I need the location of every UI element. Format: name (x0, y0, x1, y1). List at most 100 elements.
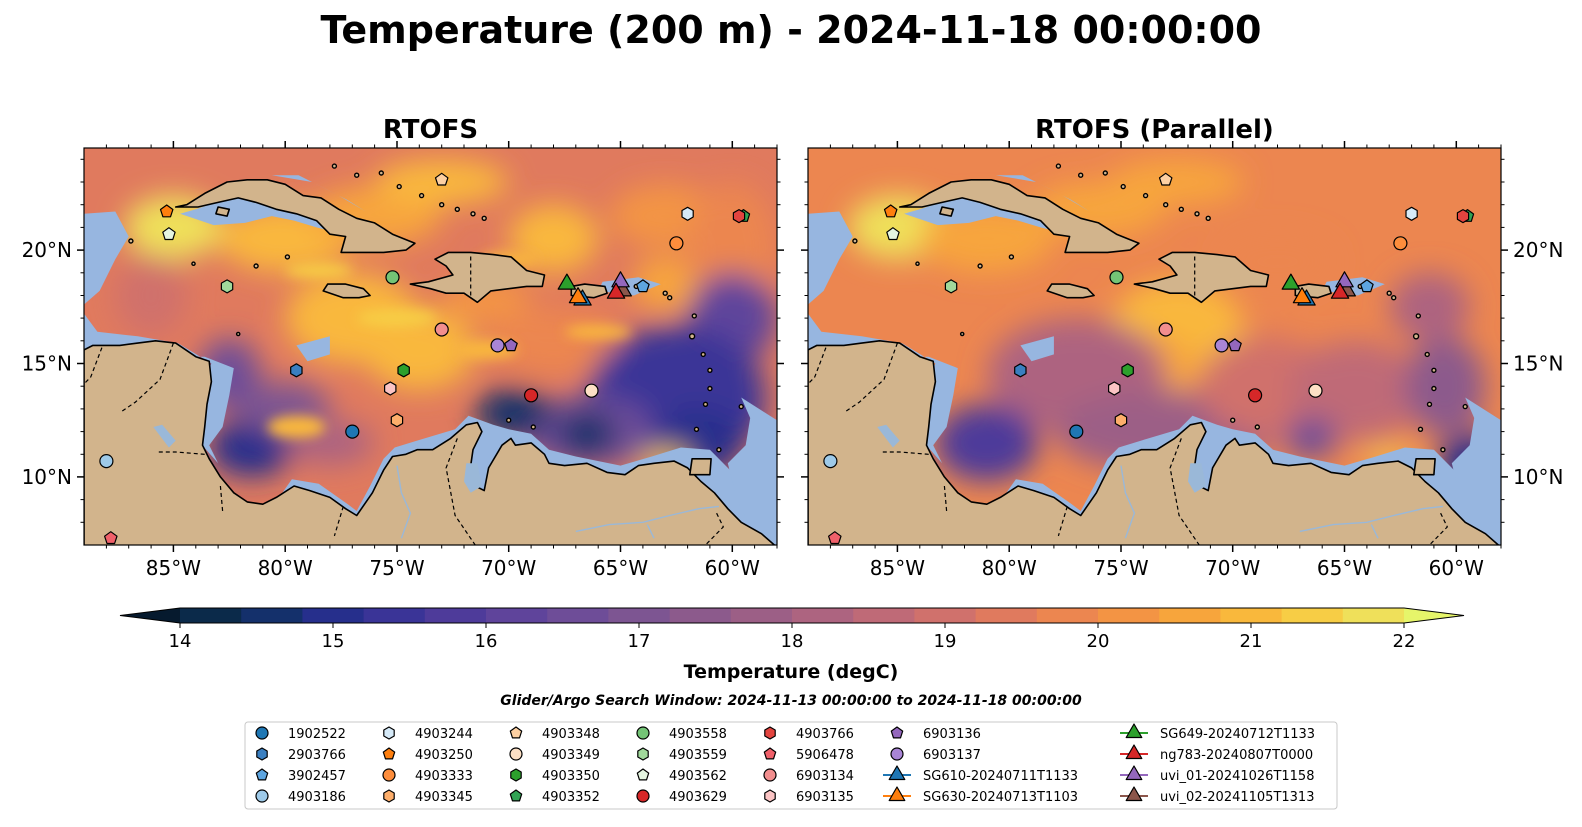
colorbar-tick-label: 21 (1240, 631, 1263, 652)
lon-tick-label: 60°W (1429, 556, 1484, 580)
shallow-shelf (1020, 336, 1054, 362)
legend-marker (510, 768, 522, 782)
small-island (481, 215, 487, 222)
legend-marker (255, 726, 269, 740)
argo-float-marker (732, 209, 746, 224)
legend-item: 4903250 (382, 747, 473, 763)
lake-maracaibo (464, 463, 482, 493)
small-island (1194, 211, 1200, 217)
small-island (716, 447, 722, 453)
small-island (128, 238, 134, 244)
legend-label: SG610-20240711T1133 (923, 769, 1078, 784)
temperature-contour (1109, 159, 1244, 205)
eddy-swirl (564, 325, 632, 339)
colorbar-label: Temperature (degC) (684, 661, 899, 683)
map-panel-rtofs: RTOFS 85°W 80°W 75°W 70°W 65°W 60°W 20°N 15°N 10… (22, 115, 784, 580)
landmass (409, 251, 546, 304)
legend-item: SG630-20240713T1103 (883, 786, 1078, 805)
legend-label: 6903137 (923, 748, 981, 763)
small-island (852, 238, 858, 244)
legend-marker (1125, 744, 1143, 760)
temperature-contour (1389, 272, 1470, 341)
temperature-contour (486, 306, 621, 375)
small-island (191, 261, 196, 267)
map-frame (807, 147, 1502, 546)
legend-item: 5906478 (763, 747, 854, 763)
legend-label: SG649-20240712T1133 (1160, 727, 1315, 742)
small-island (707, 367, 713, 373)
colorbar-tick-label: 19 (934, 631, 957, 652)
legend-label: 4903352 (542, 790, 600, 805)
legend-item: 6903136 (890, 726, 981, 742)
legend-item: 4903562 (636, 768, 727, 784)
legend-marker (763, 768, 777, 782)
river (1370, 524, 1379, 539)
small-island (253, 263, 259, 269)
river (1299, 505, 1443, 533)
small-island (454, 206, 460, 213)
landmass (215, 206, 231, 217)
colorbar-segment (792, 608, 854, 623)
legend-box (244, 721, 1338, 810)
landmass (84, 340, 776, 545)
legend-marker (888, 786, 906, 802)
small-island (1254, 424, 1261, 430)
legend-item: 4903186 (255, 789, 346, 805)
small-island (700, 351, 706, 358)
lon-tick-label: 60°W (705, 556, 760, 580)
legend-label: 4903558 (669, 727, 727, 742)
small-island (688, 333, 696, 340)
argo-float-marker (523, 388, 539, 403)
legend-label: 4903250 (415, 748, 473, 763)
country-border (1429, 512, 1449, 545)
colorbar-tick-label: 22 (1393, 631, 1416, 652)
small-island (1417, 426, 1424, 432)
small-island (1386, 290, 1392, 296)
legend-item: 6903137 (890, 747, 981, 763)
small-island (693, 426, 700, 432)
small-island (331, 163, 338, 169)
argo-float-marker (681, 206, 694, 221)
colorbar-tick-label: 18 (781, 631, 804, 652)
argo-float-marker (504, 338, 518, 352)
legend-label: uvi_01-20241026T1158 (1160, 769, 1314, 784)
legend-marker (636, 768, 650, 781)
lon-tick-label: 80°W (982, 556, 1037, 580)
argo-float-marker (290, 363, 303, 378)
legend-marker (383, 789, 395, 803)
argo-float-marker (584, 383, 599, 398)
small-island (470, 211, 476, 217)
legend-item: 4903333 (382, 768, 473, 784)
temperature-contour (1284, 418, 1338, 459)
small-island (235, 331, 241, 337)
glider-marker (557, 273, 577, 290)
argo-float-marker (1158, 322, 1173, 337)
legend-label: uvi_02-20241105T1313 (1160, 790, 1314, 805)
small-island (915, 261, 920, 267)
shallow-shelf (727, 397, 777, 545)
legend-marker (509, 726, 523, 739)
legend-label: 6903135 (796, 790, 854, 805)
argo-float-marker (1108, 381, 1121, 396)
landmass (1133, 251, 1270, 304)
landmass (939, 206, 955, 217)
colorbar-tick-label: 20 (1087, 631, 1110, 652)
colorbar-segment (424, 608, 487, 623)
observation-markers (823, 172, 1475, 545)
landmass (689, 458, 712, 476)
legend-marker (255, 768, 269, 781)
legend-label: 4903562 (669, 769, 727, 784)
lon-tick-label: 70°W (1205, 556, 1260, 580)
landmass (808, 340, 1500, 545)
temperature-contour (557, 411, 617, 457)
legend-label: 5906478 (796, 748, 854, 763)
legend-label: 2903766 (288, 748, 346, 763)
map-panel-rtofs-parallel: RTOFS (Parallel) 85°W 80°W 75°W 70°W 65°W 60°… (801, 115, 1563, 580)
legend-label: 4903350 (542, 769, 600, 784)
colorbar: 14 15 16 17 18 19 20 21 22 (119, 607, 1465, 652)
legend-item: 6903135 (764, 789, 854, 805)
landmass (1046, 283, 1095, 299)
argo-float-marker (1214, 338, 1229, 353)
argo-float-marker (220, 279, 234, 294)
legend-label: 1902522 (288, 727, 346, 742)
